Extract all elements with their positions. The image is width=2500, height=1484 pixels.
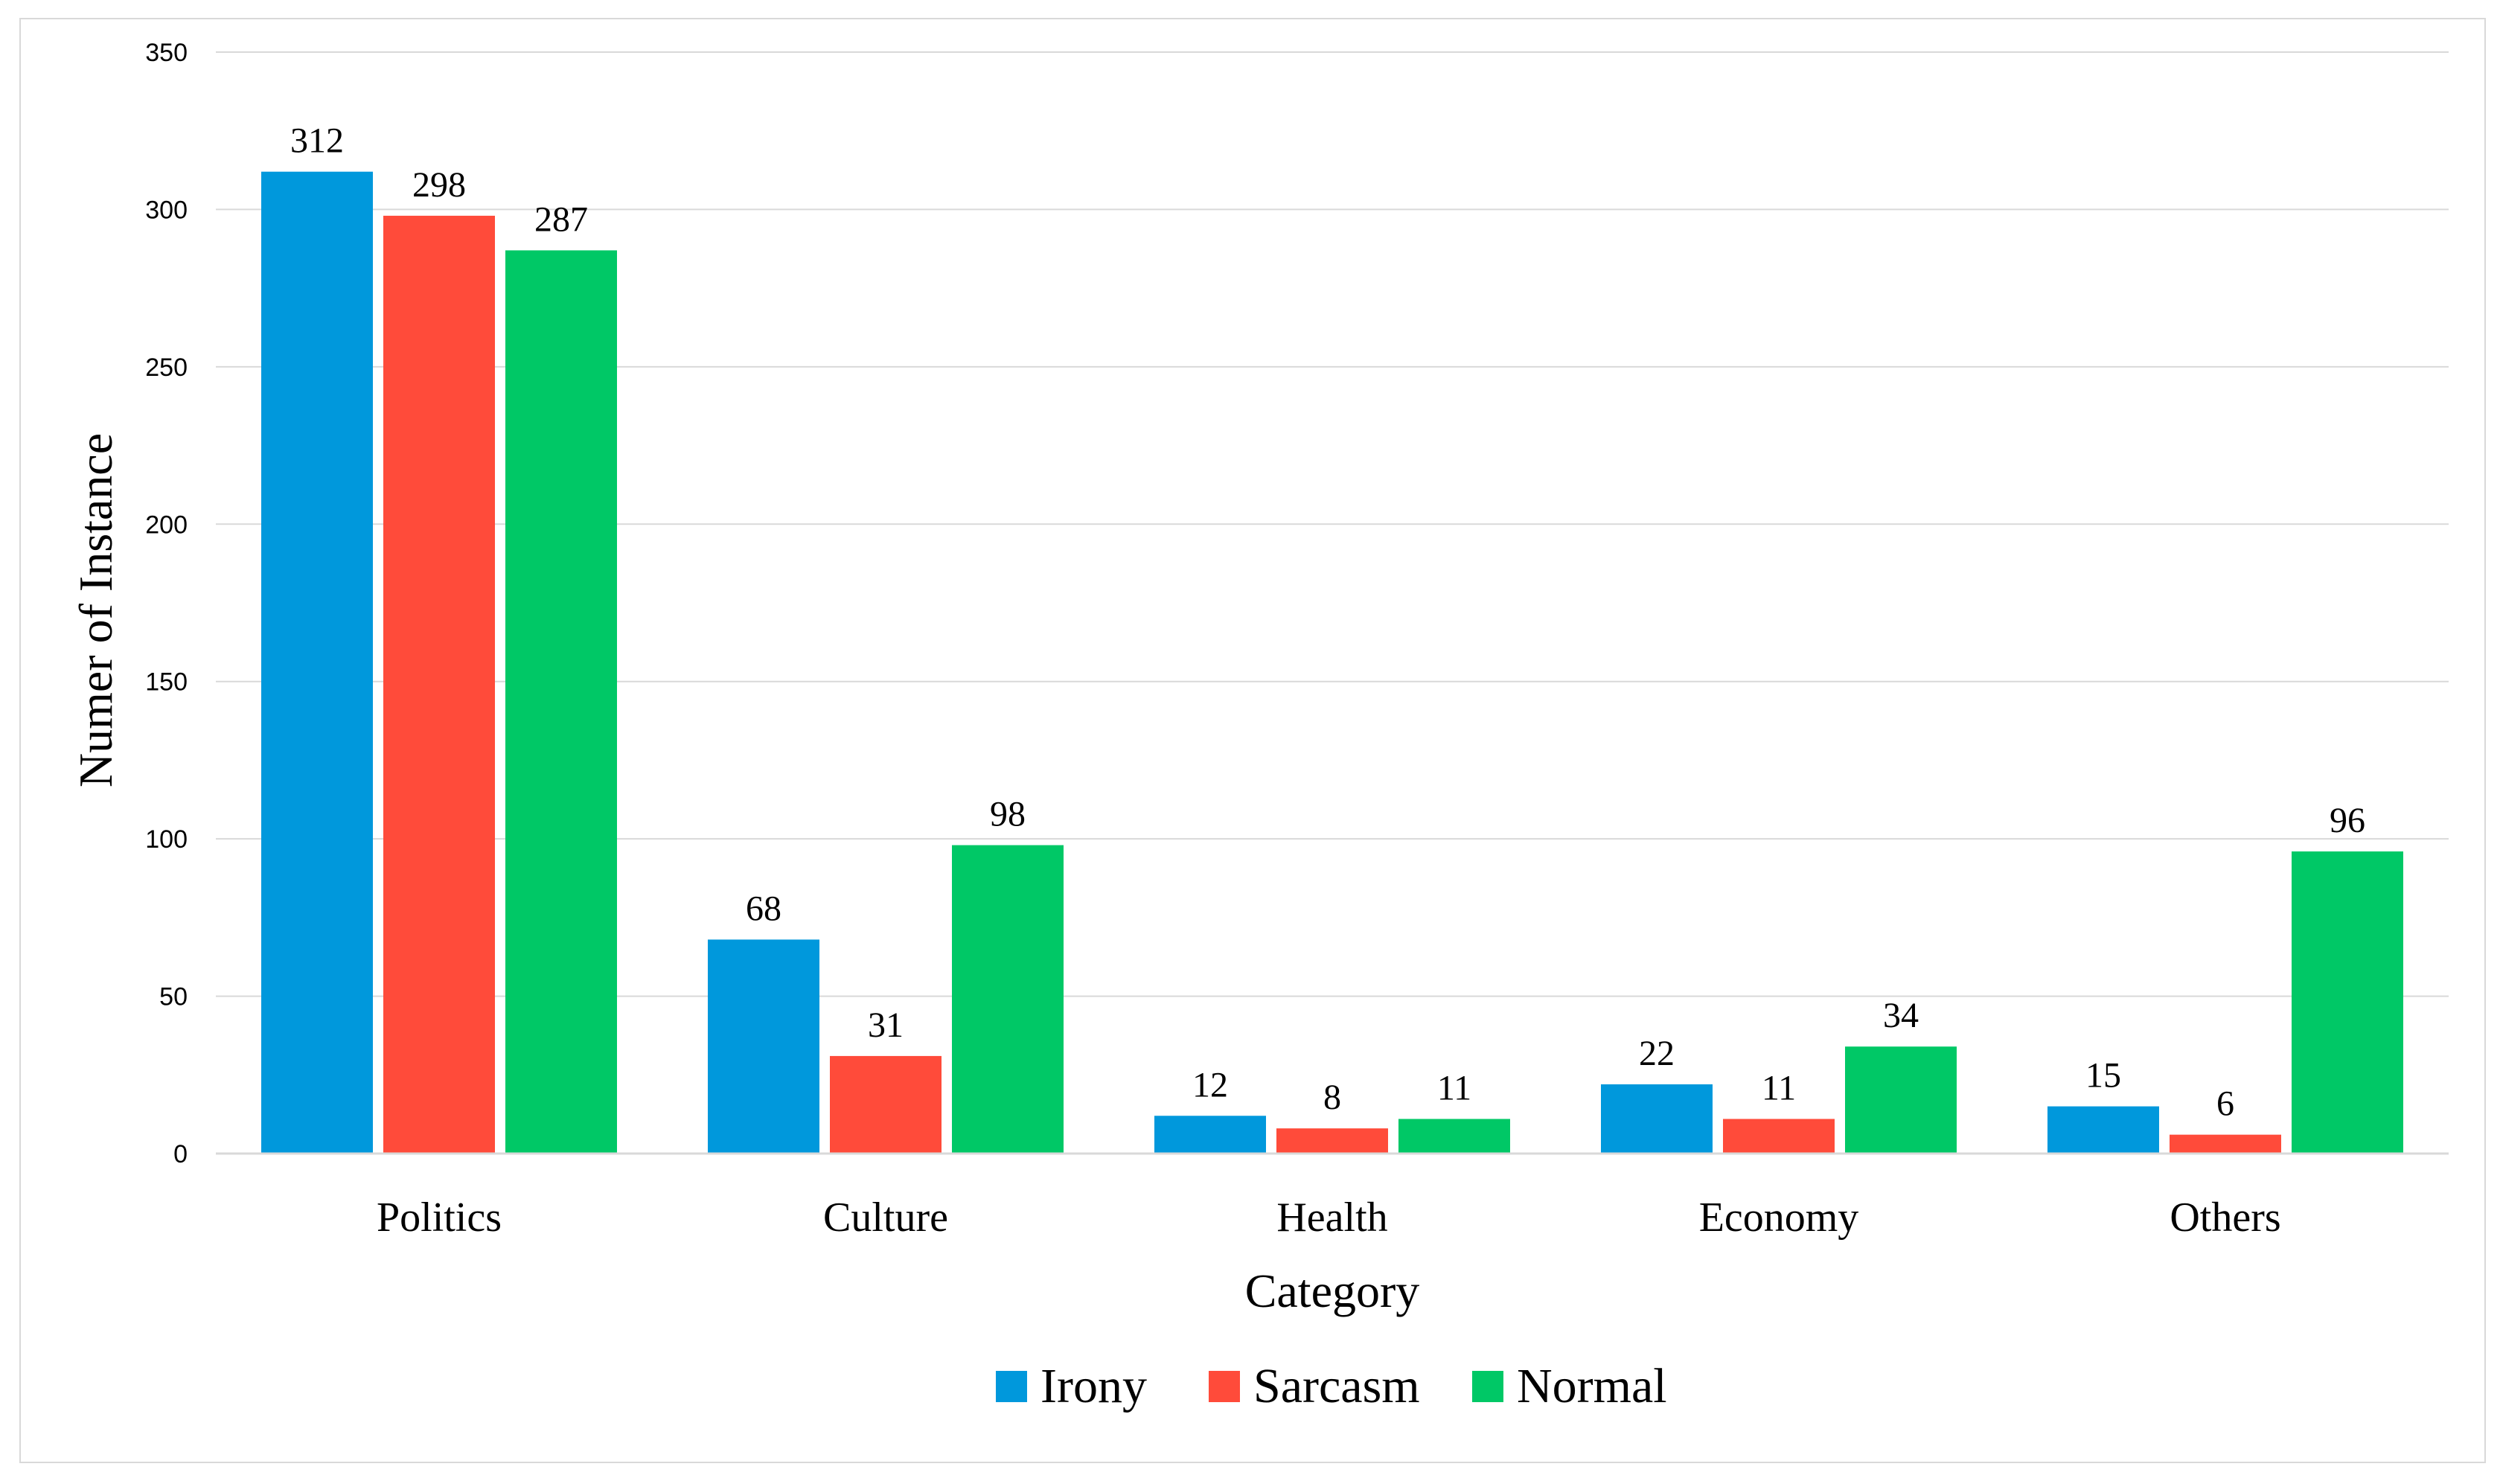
x-axis-title: Category: [1245, 1264, 1420, 1317]
category-label: Economy: [1699, 1194, 1859, 1241]
bar-normal-health: [1398, 1119, 1510, 1154]
data-label: 11: [1762, 1068, 1796, 1107]
bar-sarcasm-health: [1276, 1128, 1388, 1154]
category-label: Others: [2170, 1194, 2280, 1241]
legend-label-sarcasm: Sarcasm: [1253, 1359, 1420, 1413]
y-tick-label: 350: [145, 39, 188, 67]
y-tick-label: 250: [145, 354, 188, 382]
y-axis-title: Numer of Instance: [69, 433, 122, 787]
y-tick-label: 0: [173, 1140, 188, 1168]
data-label: 96: [2330, 801, 2365, 840]
category-label: Culture: [823, 1194, 948, 1241]
data-label: 34: [1883, 996, 1919, 1035]
y-tick-label: 100: [145, 825, 188, 854]
data-label: 31: [868, 1005, 904, 1045]
data-label: 8: [1323, 1078, 1341, 1117]
bar-normal-others: [2292, 851, 2403, 1154]
bar-normal-culture: [952, 845, 1064, 1154]
legend-label-irony: Irony: [1040, 1359, 1147, 1413]
x-axis-categories: Politics Culture Health Economy Others: [377, 1194, 2281, 1241]
bar-irony-politics: [261, 171, 373, 1154]
data-label: 11: [1437, 1068, 1471, 1107]
y-tick-label: 300: [145, 196, 188, 224]
bar-irony-others: [2047, 1106, 2159, 1154]
legend-label-normal: Normal: [1517, 1359, 1667, 1413]
bar-sarcasm-others: [2170, 1134, 2281, 1154]
category-label: Politics: [377, 1194, 502, 1241]
bar-irony-economy: [1601, 1084, 1713, 1154]
y-tick-label: 150: [145, 668, 188, 697]
bar-sarcasm-culture: [830, 1055, 942, 1154]
data-label: 287: [534, 199, 588, 239]
data-label: 22: [1639, 1034, 1675, 1073]
legend-swatch-sarcasm: [1209, 1371, 1240, 1402]
bar-normal-politics: [505, 250, 617, 1154]
data-label: 6: [2216, 1084, 2234, 1124]
data-labels: 312 298 287 68 31 98 12 8 11 22 11 34 15 6 96: [290, 121, 2365, 1124]
data-label: 15: [2085, 1056, 2121, 1096]
data-label: 98: [990, 795, 1026, 834]
data-label: 298: [412, 165, 466, 205]
bar-normal-economy: [1845, 1046, 1957, 1154]
legend: Irony Sarcasm Normal: [996, 1359, 1667, 1413]
legend-swatch-normal: [1472, 1371, 1503, 1402]
data-label: 12: [1192, 1065, 1228, 1104]
legend-swatch-irony: [996, 1371, 1027, 1402]
y-tick-label: 50: [159, 983, 188, 1011]
y-axis-ticks: 0 50 100 150 200 250 300 350: [145, 39, 188, 1168]
bar-irony-culture: [708, 939, 819, 1154]
y-tick-label: 200: [145, 511, 188, 539]
bars: [261, 171, 2403, 1154]
bar-sarcasm-politics: [383, 215, 495, 1154]
category-label: Health: [1276, 1194, 1387, 1241]
bar-sarcasm-economy: [1723, 1119, 1835, 1154]
bar-irony-health: [1154, 1116, 1266, 1154]
data-label: 68: [746, 889, 781, 928]
data-label: 312: [290, 121, 344, 161]
